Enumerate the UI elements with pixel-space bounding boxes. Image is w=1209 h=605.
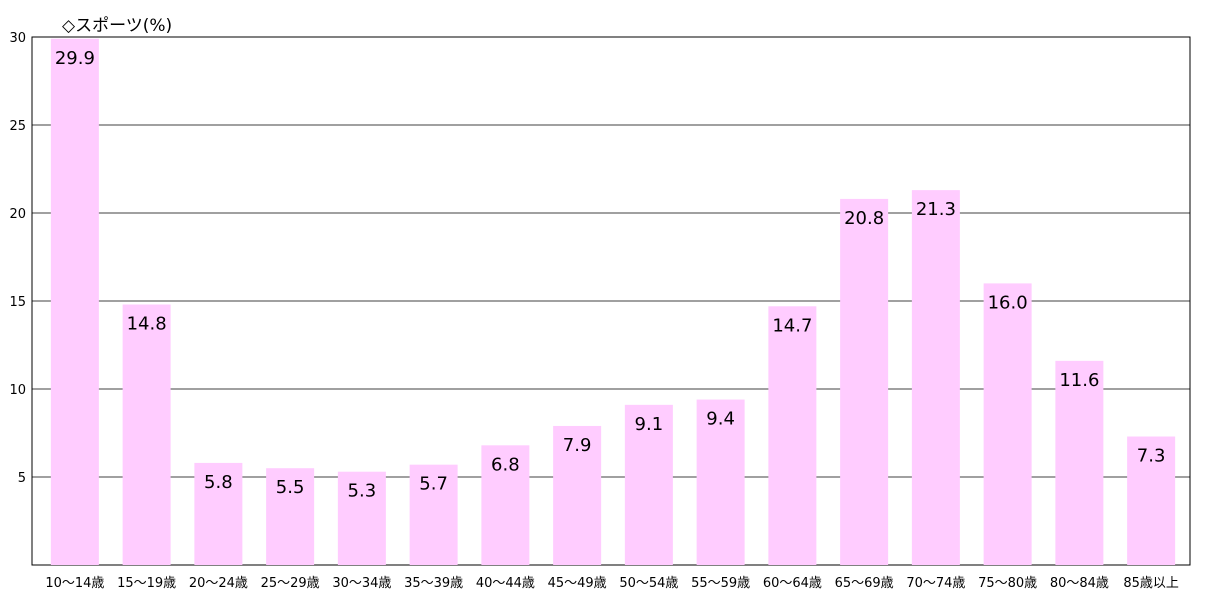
y-tick-label: 25 bbox=[9, 119, 26, 134]
data-label: 9.1 bbox=[635, 414, 664, 435]
bar bbox=[266, 468, 315, 565]
y-tick-label: 30 bbox=[9, 31, 26, 46]
x-tick-label: 35～39歳 bbox=[404, 576, 463, 591]
y-axis: 5 10 15 20 25 30 bbox=[9, 31, 26, 486]
x-tick-label: 55～59歳 bbox=[691, 576, 750, 591]
y-tick-label: 15 bbox=[9, 295, 26, 310]
y-tick-label: 10 bbox=[9, 383, 26, 398]
bar bbox=[840, 198, 889, 566]
x-tick-label: 10～14歳 bbox=[45, 576, 104, 591]
data-label: 9.4 bbox=[706, 409, 735, 430]
bar bbox=[696, 399, 745, 565]
x-tick-label: 80～84歳 bbox=[1050, 576, 1109, 591]
data-label: 5.5 bbox=[276, 477, 305, 498]
bar bbox=[983, 283, 1032, 565]
data-label: 5.7 bbox=[419, 474, 448, 495]
bar bbox=[50, 38, 99, 565]
x-tick-label: 85歳以上 bbox=[1123, 576, 1179, 591]
x-tick-label: 30～34歳 bbox=[332, 576, 391, 591]
bar bbox=[1127, 436, 1176, 565]
data-label: 5.3 bbox=[348, 481, 377, 502]
data-label: 6.8 bbox=[491, 454, 520, 475]
x-tick-label: 15～19歳 bbox=[117, 576, 176, 591]
bar bbox=[122, 304, 171, 565]
x-tick-label: 70～74歳 bbox=[906, 576, 965, 591]
data-label: 5.8 bbox=[204, 472, 233, 493]
x-tick-label: 50～54歳 bbox=[619, 576, 678, 591]
chart-title: ◇スポーツ(%) bbox=[62, 16, 172, 36]
x-tick-label: 40～44歳 bbox=[476, 576, 535, 591]
data-label: 7.3 bbox=[1137, 446, 1166, 467]
data-label: 16.0 bbox=[988, 292, 1028, 313]
bars bbox=[50, 38, 1176, 566]
bar bbox=[481, 445, 530, 565]
data-label: 20.8 bbox=[844, 208, 884, 229]
x-tick-label: 60～64歳 bbox=[763, 576, 822, 591]
x-tick-label: 75～80歳 bbox=[978, 576, 1037, 591]
y-tick-label: 20 bbox=[9, 207, 26, 222]
data-label: 14.7 bbox=[772, 315, 812, 336]
data-label: 11.6 bbox=[1059, 370, 1099, 391]
bar bbox=[409, 464, 458, 565]
bar bbox=[1055, 360, 1104, 565]
x-tick-label: 20～24歳 bbox=[189, 576, 248, 591]
data-label: 14.8 bbox=[127, 314, 167, 335]
data-labels: 29.9 14.8 5.8 5.5 5.3 5.7 6.8 7.9 9.1 9.4 14.7 20.8… bbox=[55, 48, 1166, 502]
x-axis: 10～14歳 15～19歳 20～24歳 25～29歳 30～34歳 35～39歳 40～4… bbox=[45, 576, 1179, 591]
bar bbox=[194, 462, 243, 565]
bar bbox=[337, 471, 386, 565]
bar bbox=[553, 425, 602, 565]
y-tick-label: 5 bbox=[18, 471, 26, 486]
data-label: 21.3 bbox=[916, 199, 956, 220]
bar bbox=[768, 306, 817, 565]
x-tick-label: 65～69歳 bbox=[835, 576, 894, 591]
x-tick-label: 25～29歳 bbox=[261, 576, 320, 591]
x-tick-label: 45～49歳 bbox=[548, 576, 607, 591]
bar bbox=[624, 404, 673, 565]
data-label: 29.9 bbox=[55, 48, 95, 69]
data-label: 7.9 bbox=[563, 435, 592, 456]
bar bbox=[911, 190, 960, 565]
